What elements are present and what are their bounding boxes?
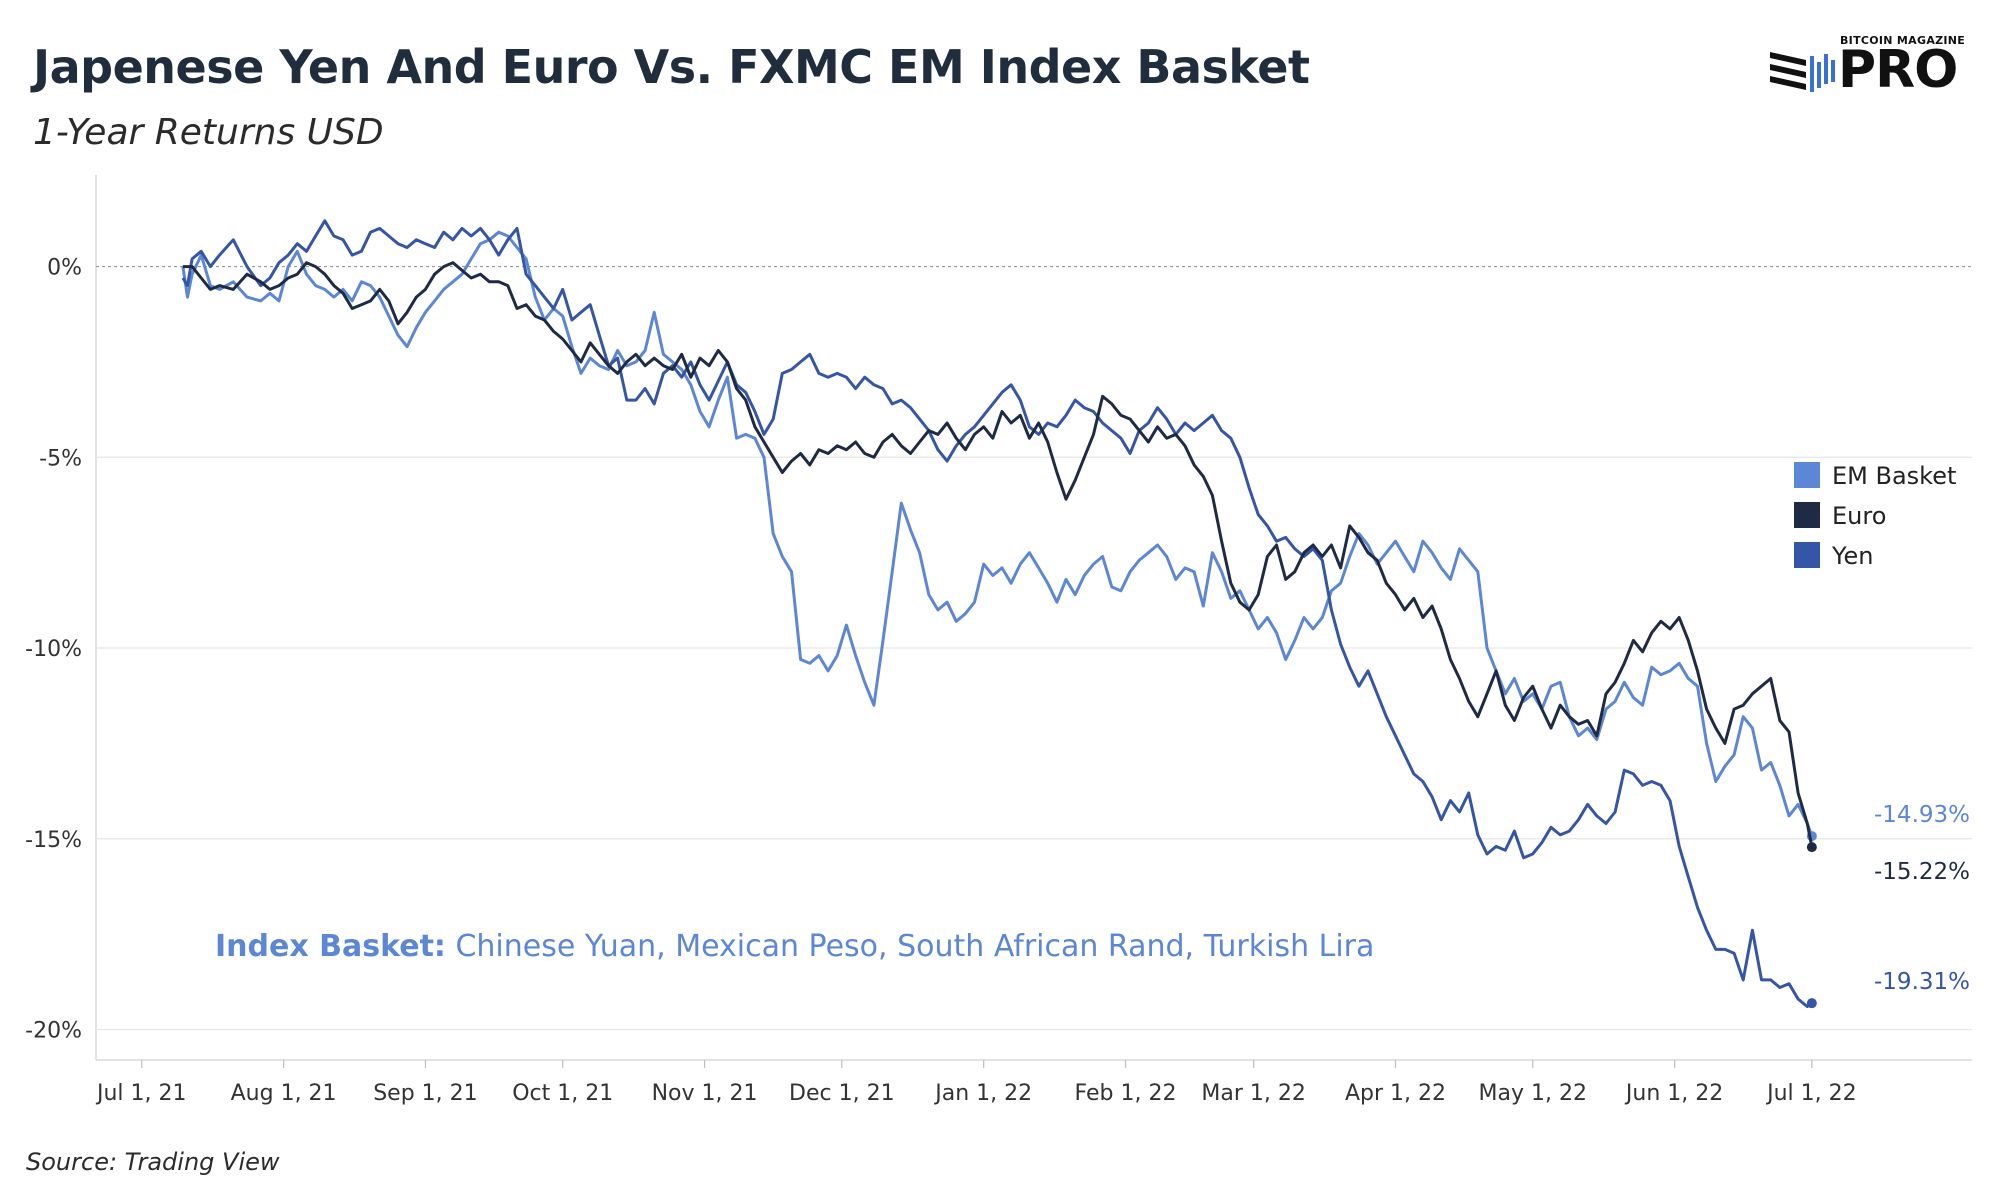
y-tick-label: -5% <box>39 446 82 471</box>
index-basket-annotation: Index Basket: Chinese Yuan, Mexican Peso… <box>215 929 1374 964</box>
x-tick-label: Nov 1, 21 <box>652 1081 758 1106</box>
annotation-label: Index Basket: <box>215 929 446 964</box>
x-tick-label: Dec 1, 21 <box>789 1081 895 1106</box>
chart-subtitle: 1-Year Returns USD <box>33 112 384 153</box>
x-tick-label: Apr 1, 22 <box>1345 1081 1446 1106</box>
end-value-label: -15.22% <box>1874 859 1970 885</box>
end-point-yen <box>1806 998 1817 1009</box>
legend-label: Euro <box>1832 502 1886 530</box>
x-tick-label: Aug 1, 21 <box>231 1081 337 1106</box>
annotation-text: Chinese Yuan, Mexican Peso, South Africa… <box>445 929 1375 964</box>
end-point-euro <box>1806 842 1817 853</box>
chart-title: Japenese Yen And Euro Vs. FXMC EM Index … <box>33 40 1310 94</box>
legend-swatch <box>1794 462 1820 488</box>
end-value-label: -14.93% <box>1874 802 1970 828</box>
x-tick-label: Jan 1, 22 <box>933 1081 1032 1106</box>
x-tick-label: Oct 1, 21 <box>512 1081 613 1106</box>
x-tick-label: Jun 1, 22 <box>1624 1081 1723 1106</box>
y-tick-label: -20% <box>25 1018 82 1043</box>
legend-label: EM Basket <box>1832 462 1956 490</box>
legend-swatch <box>1794 502 1820 528</box>
source-note: Source: Trading View <box>26 1148 280 1176</box>
y-tick-label: -10% <box>25 637 82 662</box>
x-tick-label: Sep 1, 21 <box>373 1081 477 1106</box>
logo-main-text: PRO <box>1838 40 1958 100</box>
x-tick-label: Jul 1, 22 <box>1765 1081 1857 1106</box>
x-tick-label: Mar 1, 22 <box>1201 1081 1305 1106</box>
logo-icon <box>1770 52 1835 92</box>
series-line-euro <box>182 261 1814 848</box>
end-value-label: -19.31% <box>1874 969 1970 995</box>
brand-logo: BITCOIN MAGAZINE PRO <box>1770 34 1980 104</box>
legend-label: Yen <box>1831 542 1873 570</box>
logo-top-text: BITCOIN MAGAZINE <box>1840 34 1966 47</box>
x-tick-label: May 1, 22 <box>1479 1081 1587 1106</box>
series-line-em-basket <box>181 230 1814 837</box>
x-tick-label: Feb 1, 22 <box>1075 1081 1177 1106</box>
series-line-yen <box>181 219 1813 1009</box>
legend-swatch <box>1794 542 1820 568</box>
y-tick-label: -15% <box>25 828 82 853</box>
x-tick-label: Jul 1, 21 <box>95 1081 187 1106</box>
y-tick-label: 0% <box>47 256 82 281</box>
